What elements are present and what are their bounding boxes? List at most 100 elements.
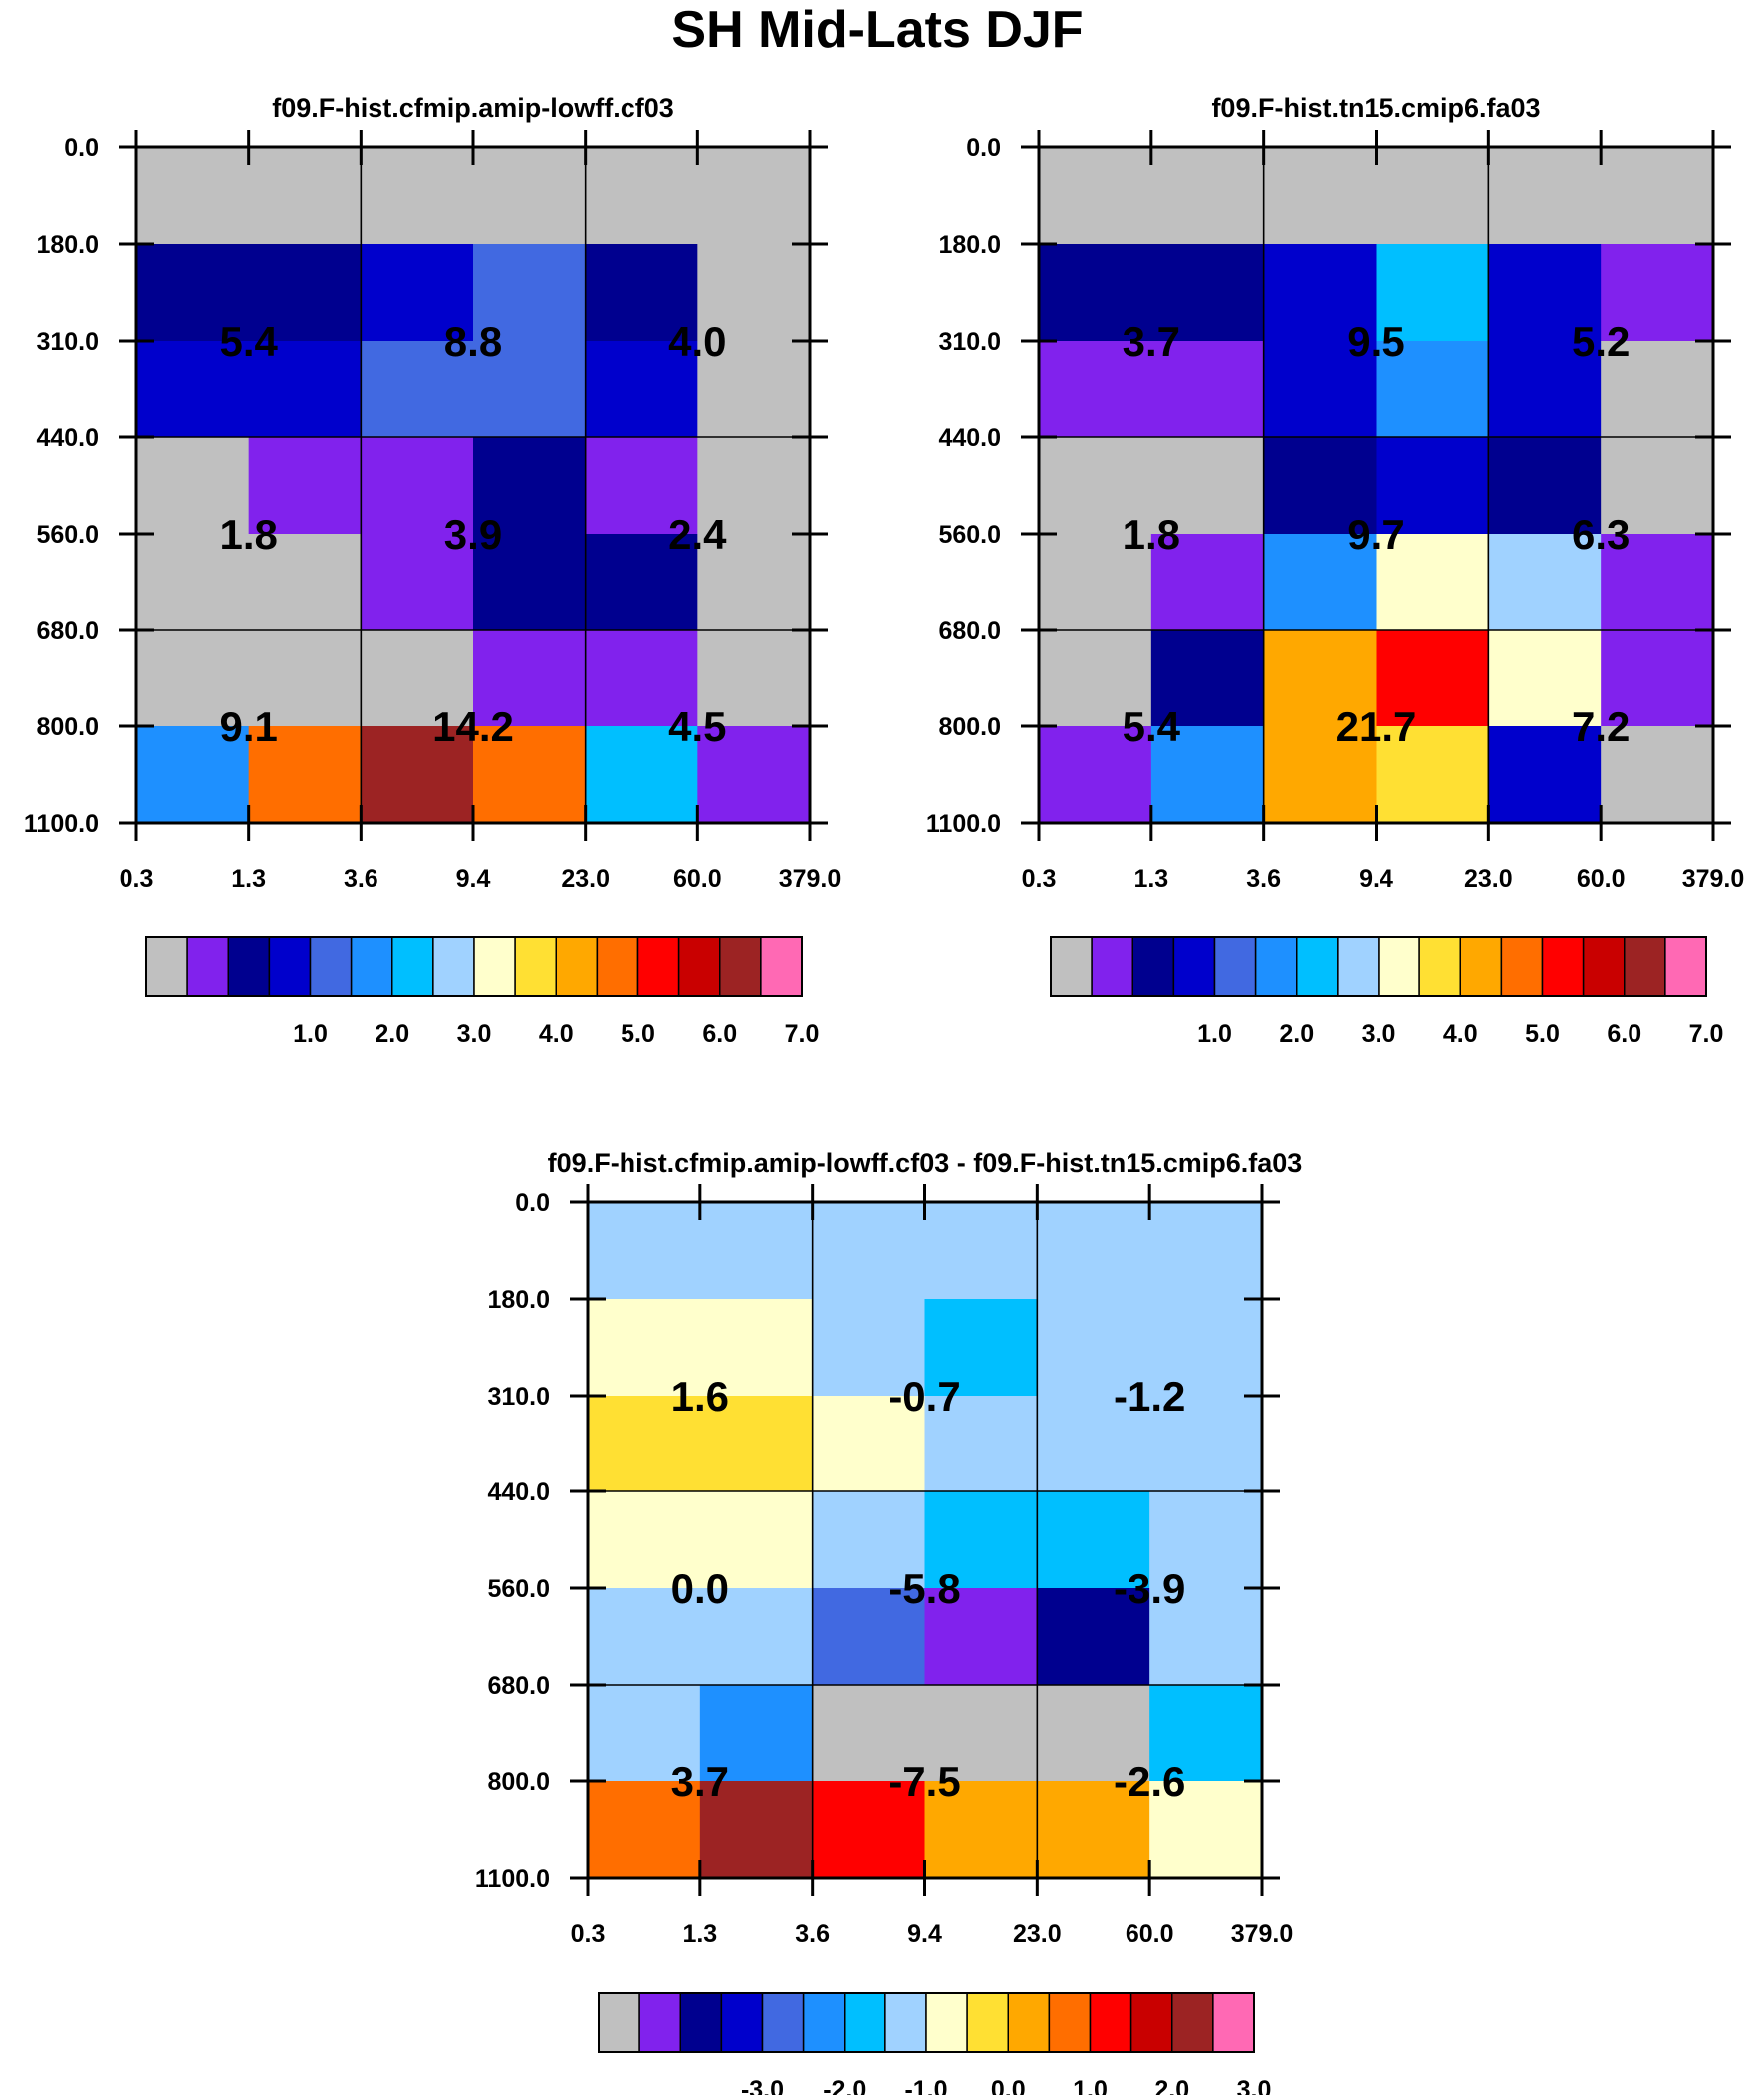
colorbar-box xyxy=(596,936,639,997)
cell-value-label: 3.7 xyxy=(671,1758,729,1805)
y-tick-label: 800.0 xyxy=(938,713,1001,741)
y-tick-label: 0.0 xyxy=(515,1189,550,1217)
colorbar-box xyxy=(227,936,271,997)
heatmap-cell xyxy=(1039,726,1152,824)
heatmap-cell xyxy=(697,437,811,535)
heatmap-cell xyxy=(136,341,250,438)
colorbar-box xyxy=(432,936,475,997)
cell-value-label: 3.9 xyxy=(444,511,502,558)
heatmap-cell xyxy=(248,726,362,824)
heatmap-cell xyxy=(1601,244,1714,342)
cell-value-label: 1.8 xyxy=(219,511,277,558)
cell-value-label: 9.5 xyxy=(1347,318,1404,365)
colorbar-label: 4.0 xyxy=(539,1020,574,1048)
colorbar-box xyxy=(1091,936,1133,997)
cell-value-label: 5.4 xyxy=(219,318,278,365)
colorbar-box xyxy=(1624,936,1666,997)
cell-value-label: 1.6 xyxy=(671,1373,729,1420)
colorbar-box xyxy=(1418,936,1461,997)
heatmap-cell xyxy=(1149,1202,1263,1300)
heatmap-cell xyxy=(1150,341,1265,438)
heatmap-cell xyxy=(248,630,362,727)
colorbar-label: 2.0 xyxy=(375,1020,409,1048)
x-tick-label: 3.6 xyxy=(1246,865,1281,893)
colorbar-box xyxy=(1378,936,1420,997)
colorbar-box xyxy=(391,936,434,997)
heatmap-cell xyxy=(1376,726,1489,824)
colorbar-box xyxy=(1048,1992,1092,2053)
colorbar-label: 1.0 xyxy=(293,1020,328,1048)
heatmap-cell xyxy=(588,1781,701,1879)
colorbar-box xyxy=(1171,1992,1214,2053)
colorbar-box xyxy=(925,1992,968,2053)
cell-value-label: 21.7 xyxy=(1336,703,1417,750)
colorbar-box xyxy=(1129,1992,1173,2053)
heatmap-cell xyxy=(1263,244,1378,342)
heatmap-cell xyxy=(588,1299,701,1397)
colorbar-box xyxy=(760,936,803,997)
heatmap-cell xyxy=(1376,244,1489,342)
heatmap-cell xyxy=(1149,1299,1263,1397)
heatmap-cell xyxy=(1488,244,1602,342)
heatmap-cell xyxy=(1263,534,1378,631)
heatmap-cell xyxy=(697,534,811,631)
heatmap-cell xyxy=(699,1396,814,1492)
x-tick-label: 1.3 xyxy=(231,865,266,893)
heatmap-cell xyxy=(697,726,811,824)
heatmap-cell xyxy=(699,1781,814,1879)
colorbar-box xyxy=(1582,936,1626,997)
heatmap-cell xyxy=(1263,437,1378,535)
heatmap-cell xyxy=(1601,630,1714,727)
colorbar-label: 3.0 xyxy=(457,1020,492,1048)
heatmap-cell xyxy=(1039,341,1152,438)
heatmap-cell xyxy=(699,1491,814,1589)
colorbar-box xyxy=(1541,936,1585,997)
heatmap-cell xyxy=(1376,341,1489,438)
heatmap-cell xyxy=(588,1202,701,1300)
heatmap-cell xyxy=(1601,534,1714,631)
heatmap-cell xyxy=(1037,1781,1150,1879)
heatmap-cell xyxy=(1149,1491,1263,1589)
x-tick-label: 23.0 xyxy=(1464,865,1513,893)
y-tick-label: 310.0 xyxy=(36,328,99,356)
colorbar-border xyxy=(598,1992,1255,2053)
heatmap-cell xyxy=(1488,147,1602,245)
x-tick-label: 9.4 xyxy=(1359,865,1393,893)
heatmap-cell xyxy=(924,1781,1038,1879)
panel-title: f09.F-hist.cfmip.amip-lowff.cf03 xyxy=(272,93,674,123)
heatmap-cell xyxy=(136,437,250,535)
y-tick-label: 440.0 xyxy=(36,424,99,452)
colorbar-label: 7.0 xyxy=(785,1020,820,1048)
heatmap-panel-panel_a: f09.F-hist.cfmip.amip-lowff.cf03 0.0 180.0… xyxy=(24,93,841,1048)
heatmap-cell xyxy=(1488,534,1602,631)
heatmap-cell xyxy=(1150,630,1265,727)
colorbar-box xyxy=(555,936,599,997)
x-tick-label: 0.3 xyxy=(120,865,154,893)
heatmap-cell xyxy=(588,1685,701,1782)
colorbar-box xyxy=(186,936,229,997)
x-tick-label: 9.4 xyxy=(456,865,491,893)
y-tick-label: 1100.0 xyxy=(926,810,1001,838)
x-tick-label: 60.0 xyxy=(1577,865,1626,893)
colorbar-label: 6.0 xyxy=(1607,1020,1641,1048)
heatmap-cell xyxy=(812,1202,926,1300)
heatmap-cell xyxy=(361,147,474,245)
x-tick-label: 3.6 xyxy=(344,865,378,893)
colorbar-box xyxy=(1254,936,1298,997)
colorbar-label: 2.0 xyxy=(1279,1020,1314,1048)
colorbar-label: 1.0 xyxy=(1197,1020,1232,1048)
x-tick-label: 60.0 xyxy=(673,865,722,893)
cell-value-label: -2.6 xyxy=(1114,1758,1185,1805)
heatmap-cell xyxy=(585,726,698,824)
panel-title: f09.F-hist.cfmip.amip-lowff.cf03 - f09.F… xyxy=(548,1148,1303,1178)
colorbar-label: 3.0 xyxy=(1237,2076,1272,2095)
heatmap-cell xyxy=(588,1396,701,1492)
x-tick-label: 0.3 xyxy=(1022,865,1057,893)
heatmap-cell xyxy=(1150,437,1265,535)
colorbar-box xyxy=(844,1992,886,2053)
cell-value-label: 4.0 xyxy=(668,318,726,365)
heatmap-cell xyxy=(136,630,250,727)
heatmap-cell xyxy=(699,1202,814,1300)
